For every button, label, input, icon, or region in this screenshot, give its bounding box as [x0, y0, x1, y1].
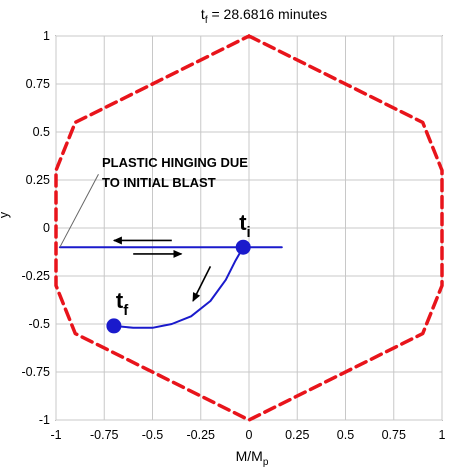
- marker-label: tf: [116, 288, 129, 319]
- marker-label-sub: i: [247, 224, 251, 241]
- y-tick-label: 0.5: [33, 125, 50, 139]
- x-tick-label: 0.25: [285, 428, 309, 442]
- x-tick-label: -0.5: [142, 428, 164, 442]
- marker-label-sub: f: [123, 302, 129, 319]
- annotation-line-1: PLASTIC HINGING DUE: [102, 155, 248, 170]
- y-tick-label: 0.75: [26, 77, 50, 91]
- direction-arrow: [192, 266, 212, 302]
- x-axis-label-sub: p: [263, 457, 269, 468]
- x-tick-label: 1: [439, 428, 446, 442]
- marker-label: ti: [239, 210, 251, 241]
- x-axis-label-main: M/M: [236, 448, 263, 464]
- y-tick-labels: -1 -0.75 -0.5 -0.25 0 0.25 0.5 0.75 1: [22, 29, 51, 427]
- title-main: t: [201, 6, 205, 22]
- x-tick-label: 0.75: [382, 428, 406, 442]
- y-tick-label: 0: [43, 221, 50, 235]
- marker-point: [235, 239, 251, 255]
- y-tick-label: -0.75: [22, 365, 51, 379]
- x-axis-label: M/Mp: [236, 448, 269, 468]
- y-tick-label: -1: [39, 413, 50, 427]
- yield-surface-line: [54, 34, 444, 422]
- chart-title: tf = 28.6816 minutes: [201, 6, 327, 26]
- y-tick-label: -0.25: [22, 269, 51, 283]
- annotation-pointer-line: [59, 174, 99, 248]
- marker-label-main: t: [239, 210, 247, 235]
- marker-label-main: t: [116, 288, 124, 313]
- y-tick-label: 1: [43, 29, 50, 43]
- title-sub: f: [205, 15, 208, 26]
- grid-lines: [55, 35, 443, 421]
- x-tick-label: -0.75: [90, 428, 119, 442]
- x-tick-label: 0: [246, 428, 253, 442]
- marker-point: [106, 318, 122, 334]
- x-tick-label: -1: [50, 428, 61, 442]
- y-tick-label: 0.25: [26, 173, 50, 187]
- y-tick-label: -0.5: [28, 317, 50, 331]
- x-tick-label: 0.5: [337, 428, 354, 442]
- arrow-group: [112, 236, 212, 302]
- title-rest: = 28.6816 minutes: [208, 6, 327, 22]
- annotation-line-2: TO INITIAL BLAST: [102, 175, 216, 190]
- load-path-line-2: [112, 246, 245, 329]
- y-axis-label: y: [0, 211, 11, 218]
- x-tick-label: -0.25: [187, 428, 216, 442]
- x-tick-labels: -1 -0.75 -0.5 -0.25 0 0.25 0.5 0.75 1: [50, 428, 445, 442]
